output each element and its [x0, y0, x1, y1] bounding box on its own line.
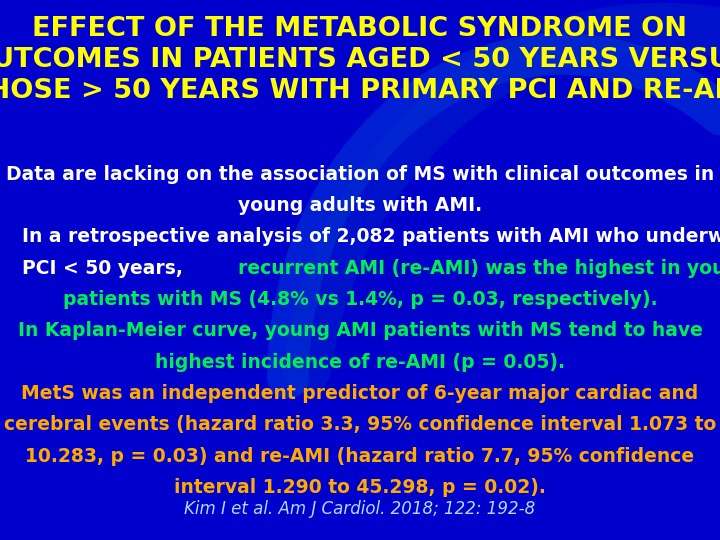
Text: young adults with AMI.: young adults with AMI.: [238, 196, 482, 215]
Text: recurrent AMI (re-AMI) was the highest in young AMI: recurrent AMI (re-AMI) was the highest i…: [238, 259, 720, 278]
Text: In Kaplan-Meier curve, young AMI patients with MS tend to have: In Kaplan-Meier curve, young AMI patient…: [17, 321, 703, 340]
Text: highest incidence of re-AMI (p = 0.05).: highest incidence of re-AMI (p = 0.05).: [155, 353, 565, 372]
Text: MetS was an independent predictor of 6-year major cardiac and: MetS was an independent predictor of 6-y…: [22, 384, 698, 403]
Text: patients with MS (4.8% vs 1.4%, p = 0.03, respectively).: patients with MS (4.8% vs 1.4%, p = 0.03…: [63, 290, 657, 309]
Text: cerebral events (hazard ratio 3.3, 95% confidence interval 1.073 to: cerebral events (hazard ratio 3.3, 95% c…: [4, 415, 716, 434]
Text: Kim I et al. Am J Cardiol. 2018; 122: 192-8: Kim I et al. Am J Cardiol. 2018; 122: 19…: [184, 500, 536, 517]
Text: EFFECT OF THE METABOLIC SYNDROME ON
OUTCOMES IN PATIENTS AGED < 50 YEARS VERSUS
: EFFECT OF THE METABOLIC SYNDROME ON OUTC…: [0, 16, 720, 104]
Text: Data are lacking on the association of MS with clinical outcomes in: Data are lacking on the association of M…: [6, 165, 714, 184]
Text: 10.283, p = 0.03) and re-AMI (hazard ratio 7.7, 95% confidence: 10.283, p = 0.03) and re-AMI (hazard rat…: [25, 447, 695, 465]
Text: PCI < 50 years,: PCI < 50 years,: [22, 259, 189, 278]
Text: In a retrospective analysis of 2,082 patients with AMI who underwent: In a retrospective analysis of 2,082 pat…: [22, 227, 720, 246]
Text: interval 1.290 to 45.298, p = 0.02).: interval 1.290 to 45.298, p = 0.02).: [174, 478, 546, 497]
